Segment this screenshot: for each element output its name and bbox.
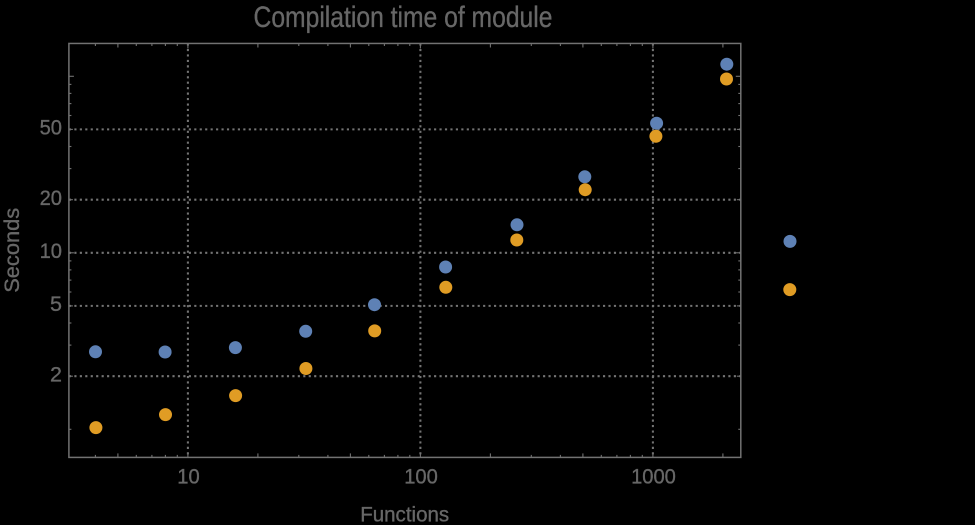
svg-text:2: 2 [50,363,62,387]
svg-text:100: 100 [404,464,438,488]
svg-text:Compilation time of module: Compilation time of module [254,1,553,34]
svg-text:5: 5 [50,292,62,316]
svg-text:10: 10 [40,239,62,263]
svg-text:Functions: Functions [360,503,449,525]
svg-text:Seconds: Seconds [0,208,24,293]
svg-text:50: 50 [40,116,62,140]
svg-text:1000: 1000 [631,464,676,488]
svg-text:10: 10 [177,464,199,488]
svg-text:20: 20 [40,186,62,210]
